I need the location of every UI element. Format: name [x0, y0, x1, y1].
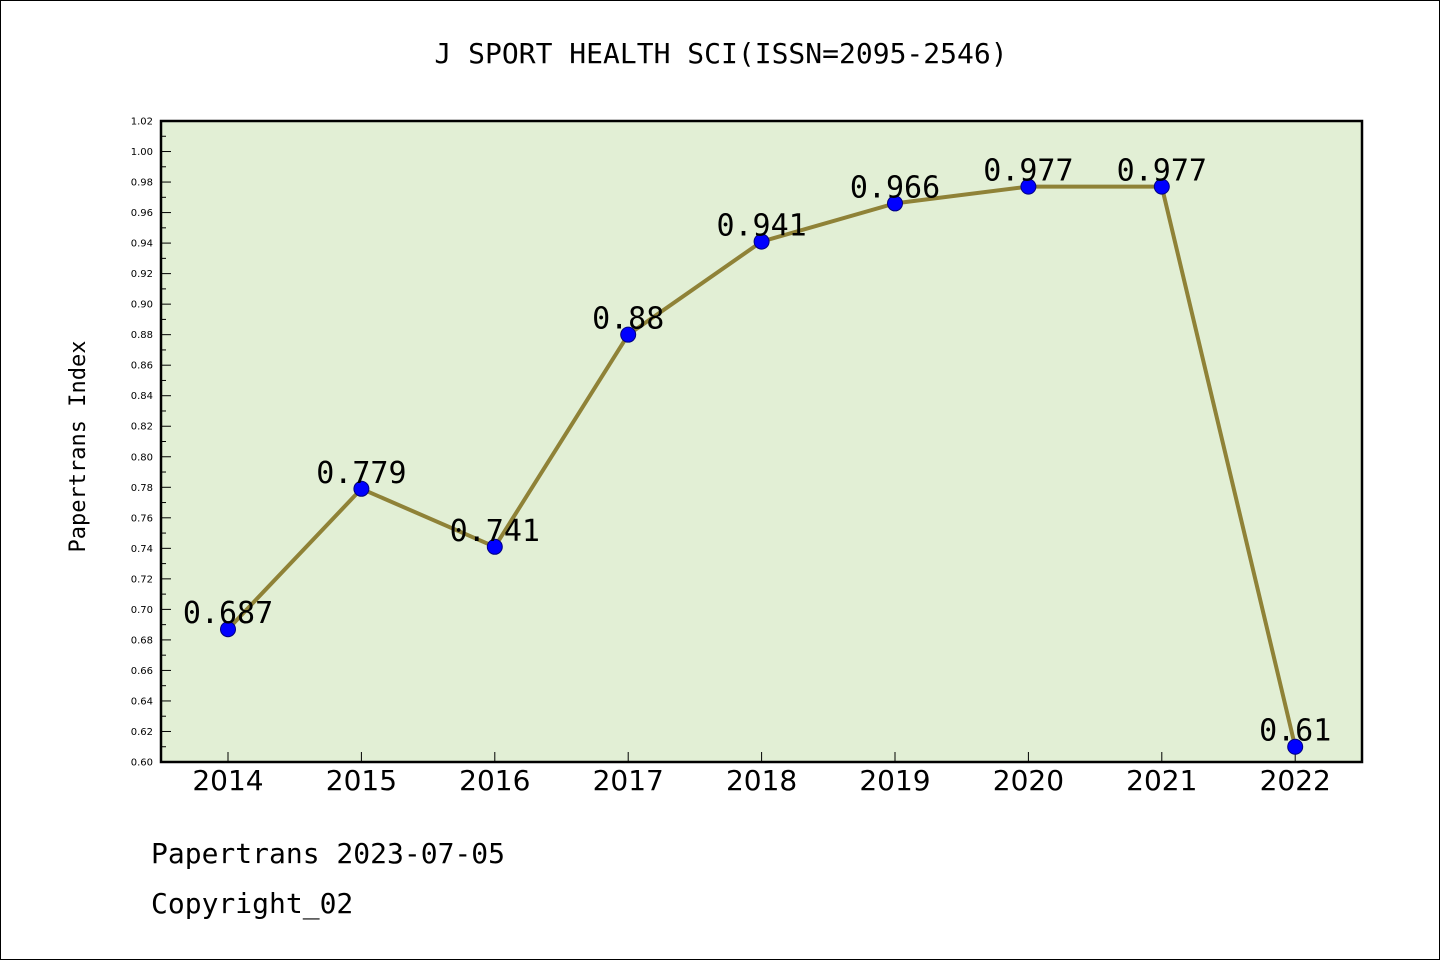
x-tick-label: 2014	[192, 764, 263, 797]
data-label: 0.977	[983, 154, 1073, 189]
y-tick-label: 0.94	[131, 239, 153, 250]
plot-area	[161, 121, 1362, 762]
plot-frame	[159, 119, 1364, 764]
y-tick-label: 0.68	[131, 635, 153, 646]
x-tick-label: 2015	[326, 764, 397, 797]
footer-copyright: Copyright_02	[151, 887, 354, 920]
y-tick-label: 0.88	[131, 330, 153, 341]
y-tick-label: 0.90	[131, 300, 153, 311]
y-tick-label: 1.00	[131, 147, 153, 158]
y-axis-label: Papertrans Index	[66, 341, 91, 553]
data-point-marker	[753, 233, 770, 250]
data-point-marker	[220, 621, 236, 638]
y-tick-label: 0.98	[131, 178, 153, 189]
x-tick-label: 2019	[859, 764, 930, 797]
data-label: 0.977	[1117, 154, 1207, 189]
data-label: 0.61	[1259, 714, 1331, 749]
data-point-marker	[486, 538, 503, 555]
data-label: 0.966	[850, 170, 940, 205]
y-tick-label: 0.72	[131, 574, 153, 585]
x-tick-label: 2017	[593, 764, 664, 797]
data-point-marker	[620, 326, 637, 343]
data-label: 0.687	[183, 596, 273, 631]
data-label: 0.941	[716, 209, 806, 244]
y-tick-label: 0.86	[131, 361, 153, 372]
y-tick-label: 0.66	[131, 666, 153, 677]
y-tick-label: 0.60	[131, 758, 153, 769]
x-tick-label: 2016	[459, 764, 530, 797]
x-tick-label: 2022	[1260, 764, 1331, 797]
data-label: 0.88	[592, 302, 664, 337]
data-point-marker	[1020, 178, 1037, 195]
data-label: 0.741	[450, 514, 540, 549]
x-tick-label: 2020	[993, 764, 1064, 797]
y-tick-label: 0.80	[131, 452, 153, 463]
y-tick-label: 0.96	[131, 208, 153, 219]
x-tick-label: 2018	[726, 764, 797, 797]
data-point-marker	[1287, 738, 1304, 755]
data-point-marker	[353, 480, 370, 497]
data-point-marker	[1153, 178, 1170, 195]
y-tick-label: 0.76	[131, 513, 153, 524]
x-tick-label: 2021	[1126, 764, 1197, 797]
chart-title: J SPORT HEALTH SCI(ISSN=2095-2546)	[434, 37, 1008, 70]
footer-date: Papertrans 2023-07-05	[151, 837, 506, 870]
data-label: 0.779	[316, 456, 406, 491]
y-tick-label: 0.64	[131, 696, 153, 707]
y-tick-label: 1.02	[131, 117, 153, 128]
y-tick-label: 0.92	[131, 269, 153, 280]
y-tick-label: 0.74	[131, 544, 153, 555]
y-tick-label: 0.84	[131, 391, 153, 402]
y-tick-label: 0.82	[131, 422, 153, 433]
y-tick-label: 0.62	[131, 727, 153, 738]
y-tick-label: 0.70	[131, 605, 153, 616]
data-point-marker	[887, 195, 903, 212]
y-tick-label: 0.78	[131, 483, 153, 494]
